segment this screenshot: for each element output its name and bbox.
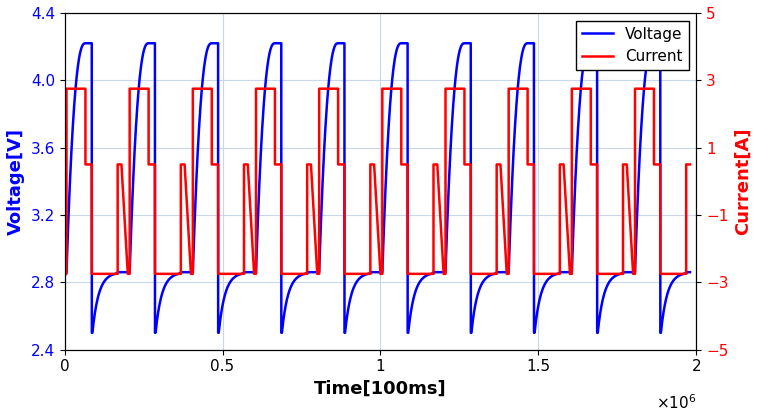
Legend: Voltage, Current: Voltage, Current <box>576 20 688 70</box>
Y-axis label: Voltage[V]: Voltage[V] <box>7 128 25 235</box>
Voltage <box>520 44 529 49</box>
Text: $\times10^6$: $\times10^6$ <box>656 393 696 412</box>
Voltage <box>106 273 115 278</box>
Y-axis label: Current[A]: Current[A] <box>734 128 752 235</box>
Line: Current: Current <box>65 89 690 274</box>
Current <box>444 86 453 91</box>
Current <box>62 86 71 91</box>
Current <box>484 271 493 276</box>
Current <box>62 86 71 91</box>
Voltage <box>685 270 694 275</box>
Voltage <box>81 41 90 46</box>
Current <box>685 162 694 167</box>
Current <box>106 271 115 276</box>
Line: Voltage: Voltage <box>65 43 690 333</box>
Voltage <box>395 41 405 46</box>
Current <box>519 86 528 91</box>
Voltage <box>484 274 493 279</box>
Voltage <box>87 330 96 335</box>
Current <box>395 86 405 91</box>
Voltage <box>445 176 454 181</box>
Current <box>60 271 69 276</box>
Voltage <box>62 270 71 275</box>
X-axis label: Time[100ms]: Time[100ms] <box>314 380 447 398</box>
Voltage <box>60 270 69 275</box>
